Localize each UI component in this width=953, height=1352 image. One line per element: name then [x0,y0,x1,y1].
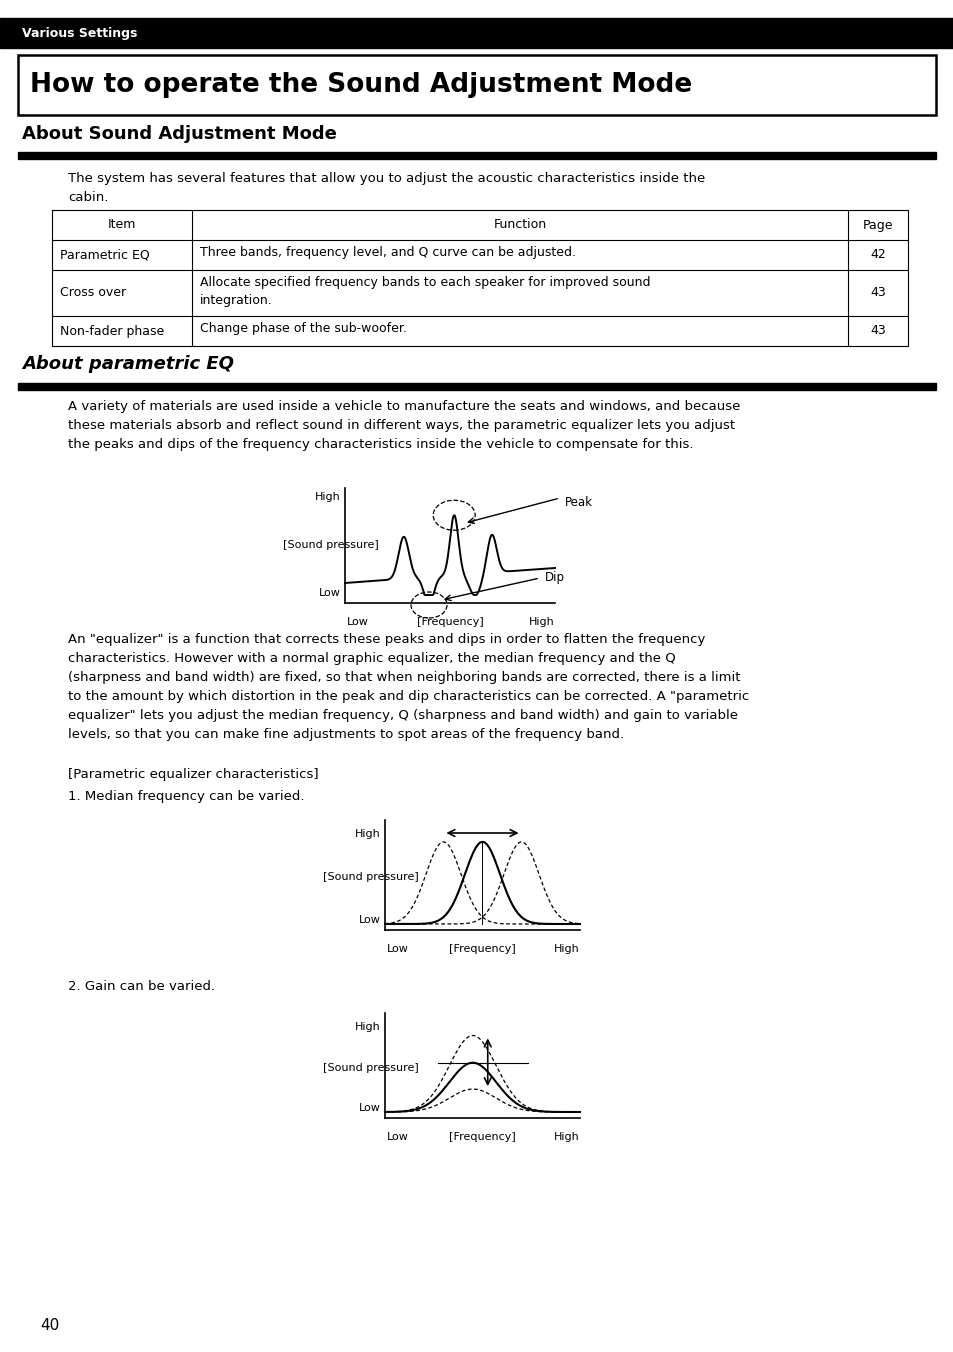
Text: Item: Item [108,219,136,231]
Text: High: High [355,829,380,840]
Text: Parametric EQ: Parametric EQ [60,249,150,261]
Text: About Sound Adjustment Mode: About Sound Adjustment Mode [22,124,336,143]
Text: [Parametric equalizer characteristics]: [Parametric equalizer characteristics] [68,768,318,781]
Bar [0,18,953,49]
Text: The system has several features that allow you to adjust the acoustic characteri: The system has several features that all… [68,172,704,204]
FancyBboxPatch shape [18,55,935,115]
Text: 43: 43 [869,287,885,300]
Text: Allocate specified frequency bands to each speaker for improved sound
integratio: Allocate specified frequency bands to ea… [200,276,650,307]
Text: Page: Page [862,219,892,231]
Text: High: High [529,617,555,627]
Bar [52,210,907,346]
Text: 42: 42 [869,249,885,261]
Text: Low: Low [387,1132,409,1142]
Text: High: High [355,1022,380,1032]
Text: Function: Function [493,219,546,231]
Text: Various Settings: Various Settings [22,27,137,39]
Text: How to operate the Sound Adjustment Mode: How to operate the Sound Adjustment Mode [30,72,692,97]
Text: High: High [554,1132,579,1142]
Text: Low: Low [347,617,369,627]
Text: [Sound pressure]: [Sound pressure] [323,1063,418,1073]
Text: 43: 43 [869,324,885,338]
Text: High: High [554,944,579,955]
Text: [Sound pressure]: [Sound pressure] [323,872,418,883]
Text: Change phase of the sub-woofer.: Change phase of the sub-woofer. [200,322,406,335]
Text: Cross over: Cross over [60,287,126,300]
Text: Low: Low [358,1103,380,1113]
Text: Dip: Dip [544,572,564,584]
Text: An "equalizer" is a function that corrects these peaks and dips in order to flat: An "equalizer" is a function that correc… [68,633,748,741]
Text: 2. Gain can be varied.: 2. Gain can be varied. [68,980,214,992]
Text: [Frequency]: [Frequency] [416,617,483,627]
Text: Non-fader phase: Non-fader phase [60,324,164,338]
Text: About parametric EQ: About parametric EQ [22,356,233,373]
Text: Low: Low [319,588,340,598]
Text: Three bands, frequency level, and Q curve can be adjusted.: Three bands, frequency level, and Q curv… [200,246,576,260]
Bar [18,383,935,389]
Text: Low: Low [358,915,380,925]
Text: Low: Low [387,944,409,955]
Bar [18,151,935,160]
Text: [Frequency]: [Frequency] [449,944,516,955]
Text: [Frequency]: [Frequency] [449,1132,516,1142]
Text: 1. Median frequency can be varied.: 1. Median frequency can be varied. [68,790,304,803]
Text: [Sound pressure]: [Sound pressure] [283,541,378,550]
Text: 40: 40 [40,1317,59,1333]
Text: A variety of materials are used inside a vehicle to manufacture the seats and wi: A variety of materials are used inside a… [68,400,740,452]
Text: Peak: Peak [564,496,593,510]
Text: High: High [314,492,340,502]
